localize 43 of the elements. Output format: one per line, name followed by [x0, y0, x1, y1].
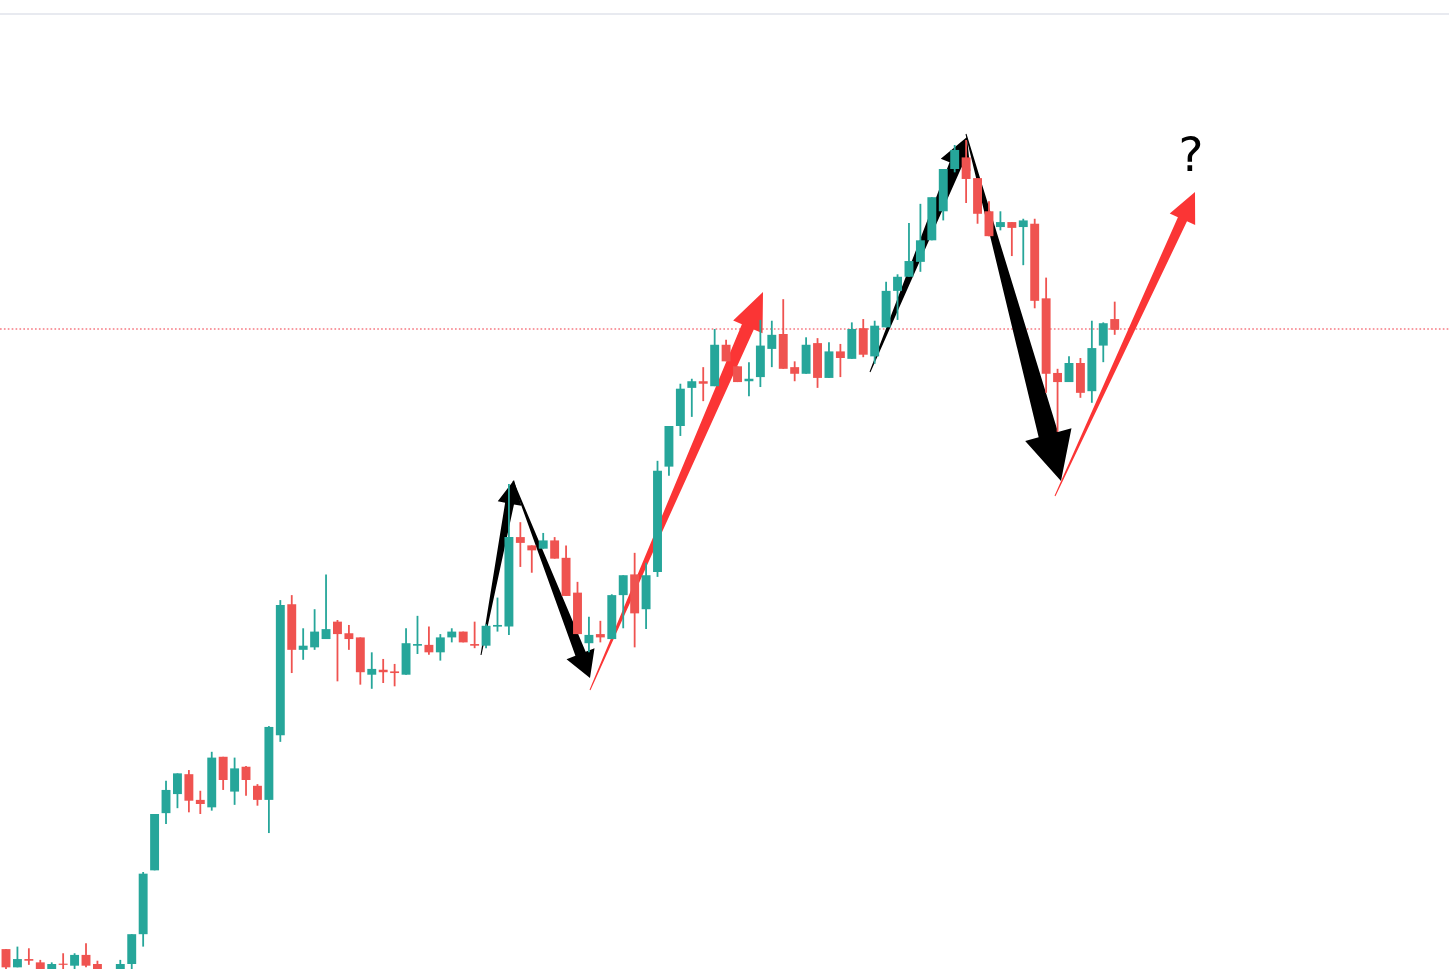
candlestick — [835, 343, 845, 378]
candlestick — [481, 623, 491, 650]
candlestick — [24, 947, 34, 966]
candlestick — [424, 625, 434, 656]
candlestick — [390, 663, 400, 688]
candlestick — [230, 756, 240, 806]
text: ? — [1181, 135, 1201, 172]
candlestick — [1053, 367, 1063, 433]
candlestick — [550, 536, 560, 560]
candlestick — [367, 651, 377, 690]
candlestick — [995, 210, 1005, 232]
candlestick — [470, 620, 480, 650]
candlestick — [413, 614, 422, 655]
candlestick — [893, 273, 902, 321]
candlestick — [790, 360, 800, 383]
candlestick — [81, 942, 91, 969]
candlestick — [527, 544, 537, 574]
candlestick — [595, 619, 605, 644]
candlestick — [195, 789, 205, 815]
candlestick — [298, 627, 308, 661]
candlestick — [333, 619, 342, 683]
candlestick — [321, 573, 331, 640]
candlestick — [698, 366, 708, 403]
candlestick — [310, 608, 320, 651]
candlestick — [172, 772, 182, 810]
candlestick — [950, 144, 960, 174]
candlestick — [253, 783, 262, 807]
candlestick — [1110, 300, 1120, 336]
candlestick — [435, 633, 445, 662]
candlestick — [515, 521, 525, 568]
candlestick — [767, 319, 777, 369]
candlestick — [1018, 217, 1028, 267]
candlestick — [904, 221, 914, 278]
candlestick — [584, 615, 594, 654]
candlestick — [493, 596, 502, 633]
candlestick — [961, 139, 971, 204]
candlestick — [1098, 321, 1108, 364]
candlestick — [344, 624, 354, 651]
candlestick — [915, 202, 925, 273]
candlestick — [218, 755, 228, 791]
candlestick — [1007, 221, 1017, 257]
candlestick — [687, 377, 697, 418]
candlestick — [618, 574, 628, 630]
